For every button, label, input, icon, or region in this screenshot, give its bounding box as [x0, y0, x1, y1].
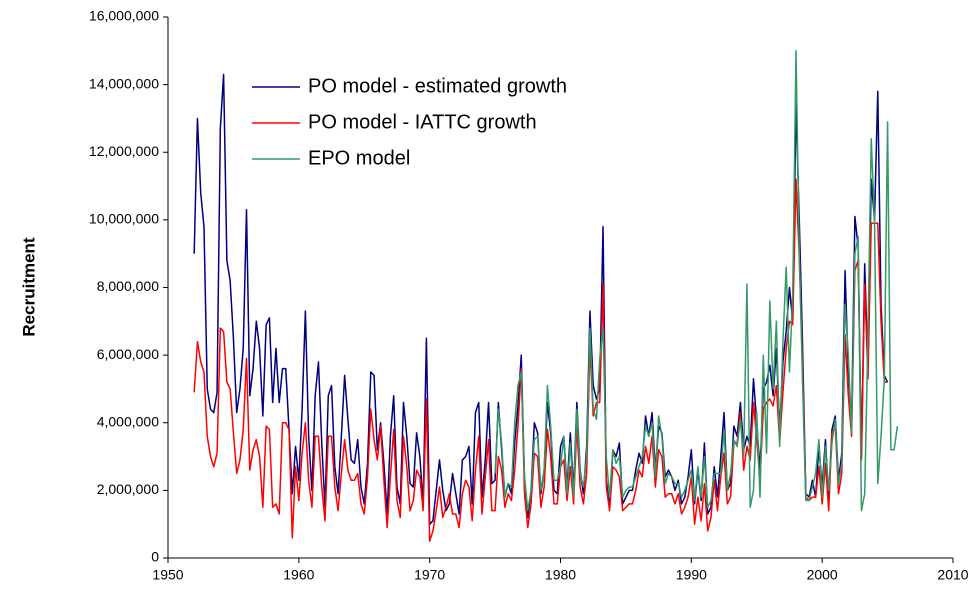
y-tick-label: 10,000,000	[89, 211, 159, 227]
series-line	[193, 178, 888, 542]
y-axis-label: Recruitment	[19, 237, 38, 337]
y-tick-label: 8,000,000	[97, 278, 159, 294]
x-tick-label: 2010	[937, 567, 968, 583]
series-line	[494, 50, 899, 512]
x-tick-label: 1970	[414, 567, 445, 583]
x-tick-label: 1950	[152, 567, 183, 583]
x-tick-label: 1960	[283, 567, 314, 583]
y-tick-label: 14,000,000	[89, 75, 159, 91]
x-tick-label: 1990	[676, 567, 707, 583]
y-tick-label: 12,000,000	[89, 143, 159, 159]
y-tick-label: 6,000,000	[97, 346, 159, 362]
legend-label: EPO model	[308, 147, 410, 169]
legend-label: PO model - IATTC growth	[308, 111, 537, 133]
y-tick-label: 16,000,000	[89, 8, 159, 24]
y-tick-label: 2,000,000	[97, 481, 159, 497]
legend-label: PO model - estimated growth	[308, 75, 567, 97]
y-tick-label: 0	[151, 549, 159, 565]
x-tick-label: 2000	[807, 567, 838, 583]
series-line	[193, 73, 889, 525]
x-tick-label: 1980	[545, 567, 576, 583]
y-tick-label: 4,000,000	[97, 413, 159, 429]
